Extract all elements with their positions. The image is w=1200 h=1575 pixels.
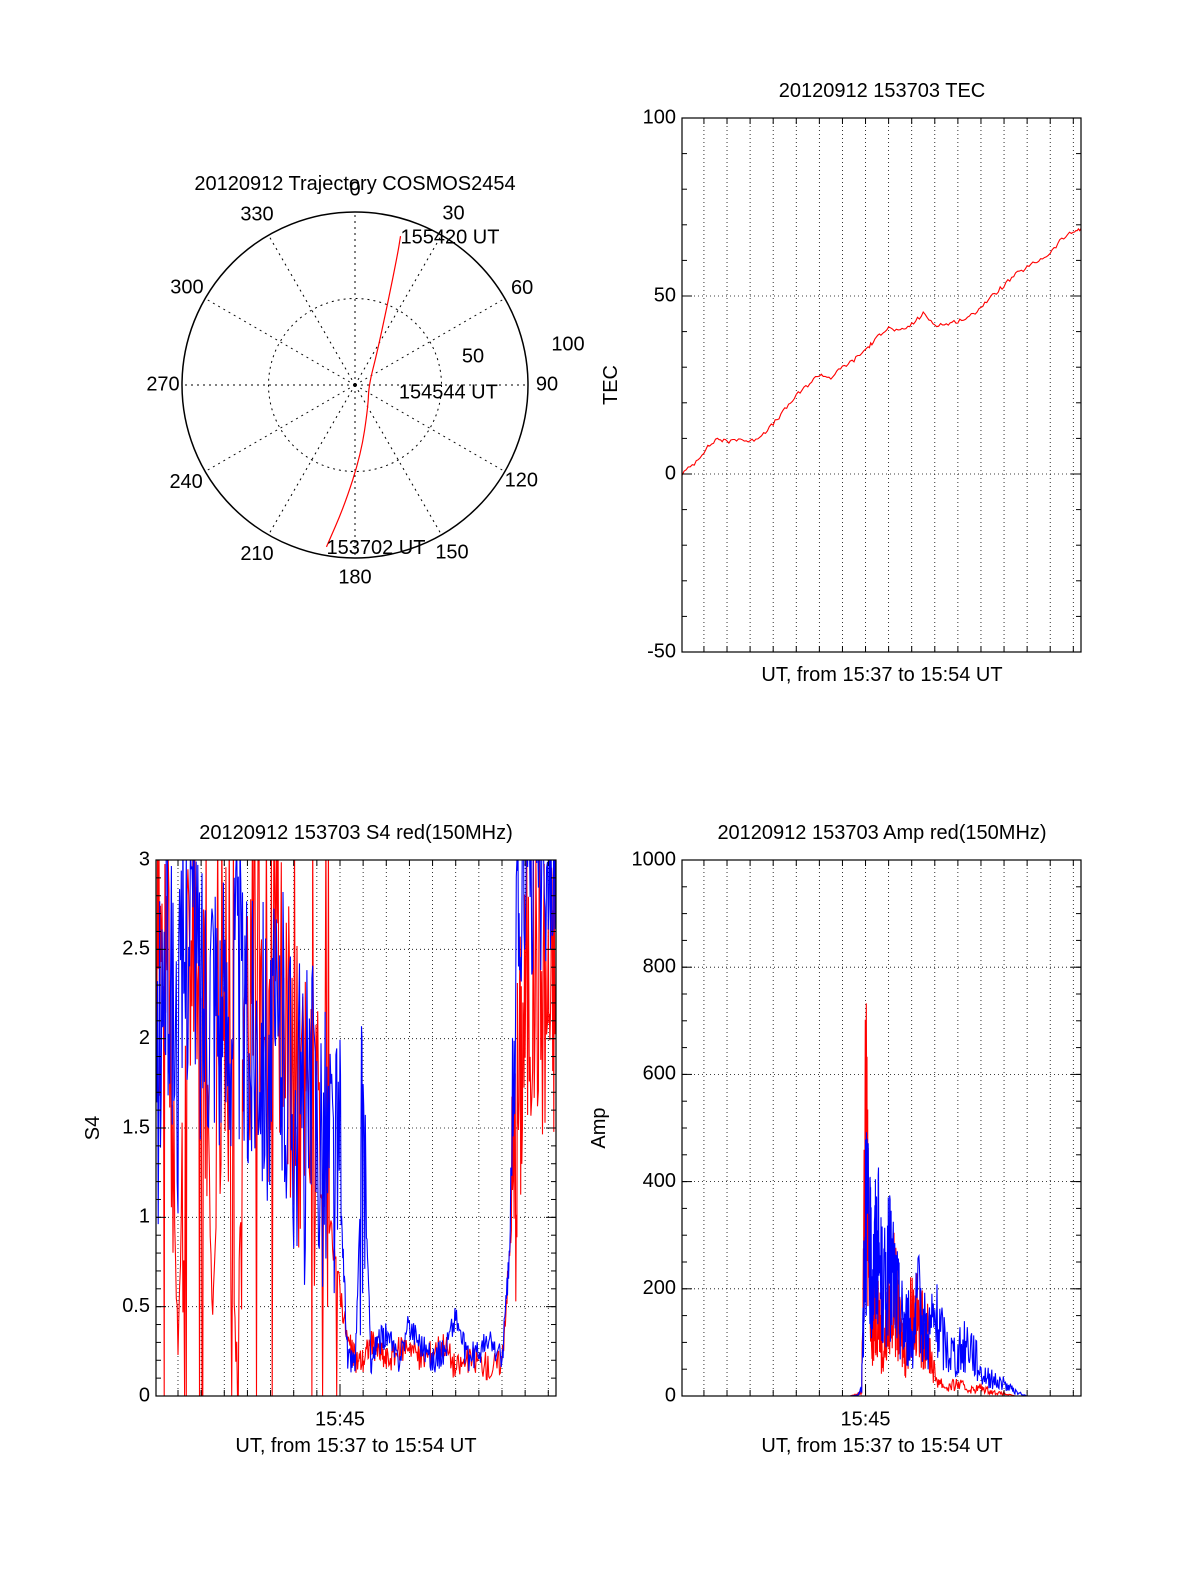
amp-x-axis-label: UT, from 15:37 to 15:54 UT <box>761 1435 1002 1457</box>
polar-angle-label: 240 <box>169 471 202 493</box>
s4-y-axis-label: S4 <box>82 1116 104 1140</box>
amp-chart: 20120912 153703 Amp red(150MHz) 0 200 400 6… <box>588 822 1082 1457</box>
s4-series <box>156 860 556 1396</box>
x-tick-label: 15:45 <box>315 1408 365 1430</box>
polar-angle-label: 270 <box>146 373 179 395</box>
polar-angle-label: 30 <box>442 203 464 225</box>
polar-time-annotation: 154544 UT <box>399 381 498 403</box>
polar-spoke <box>354 384 442 536</box>
polar-angle-label: 300 <box>170 276 203 298</box>
y-tick-label: 100 <box>643 106 676 128</box>
polar-angle-label: 210 <box>240 543 273 565</box>
y-tick-label: 600 <box>643 1063 676 1085</box>
polar-outer-circle <box>181 211 529 559</box>
polar-angle-label: 60 <box>511 277 533 299</box>
plot-frame <box>155 859 557 1397</box>
s4-title: 20120912 153703 S4 red(150MHz) <box>199 822 513 844</box>
tec-series <box>682 227 1081 476</box>
polar-angle-label: 90 <box>536 373 558 395</box>
s4-axes: 0 0.5 1 1.5 2 2.5 3 15:45 <box>122 848 557 1430</box>
y-tick-label: 50 <box>654 284 676 306</box>
polar-radius-label: 100 <box>551 333 584 355</box>
polar-spoke <box>354 298 506 386</box>
polar-spoke <box>268 234 356 386</box>
polar-time-annotation: 155420 UT <box>401 226 500 248</box>
amp-y-axis-label: Amp <box>588 1107 610 1148</box>
polar-trajectory-line <box>325 236 402 548</box>
y-tick-label: 2.5 <box>122 938 150 960</box>
series-line-red <box>682 227 1081 476</box>
series-line-blue <box>156 860 556 1375</box>
amp-axes: 0 200 400 600 800 1000 15:45 <box>632 848 1082 1430</box>
polar-grid <box>181 211 529 559</box>
y-tick-label: 200 <box>643 1277 676 1299</box>
tec-grid <box>682 118 1081 652</box>
s4-chart: 20120912 153703 S4 red(150MHz) 0 0.5 1 1.5 2… <box>82 822 557 1457</box>
y-tick-label: 0.5 <box>122 1295 150 1317</box>
x-tick-label: 15:45 <box>841 1408 891 1430</box>
series-line-red <box>156 860 556 1396</box>
amp-title: 20120912 153703 Amp red(150MHz) <box>717 822 1046 844</box>
polar-time-annotation: 153702 UT <box>326 537 425 559</box>
tec-x-axis-label: UT, from 15:37 to 15:54 UT <box>761 664 1002 686</box>
y-tick-label: 2 <box>139 1027 150 1049</box>
y-tick-label: 800 <box>643 955 676 977</box>
tec-axes: -50 0 50 100 <box>643 106 1082 662</box>
tec-title: 20120912 153703 TEC <box>779 80 985 102</box>
y-tick-label: 1000 <box>632 848 677 870</box>
y-tick-label: 0 <box>139 1384 150 1406</box>
polar-annotations: 155420 UT 154544 UT 153702 UT <box>326 226 499 559</box>
y-tick-label: 1 <box>139 1206 150 1228</box>
plot-frame <box>681 117 1082 653</box>
y-tick-label: 400 <box>643 1170 676 1192</box>
tec-chart: 20120912 153703 TEC -50 0 50 100 UT, from 1… <box>600 80 1082 686</box>
polar-radius-label: 50 <box>462 345 484 367</box>
polar-spoke <box>354 234 442 386</box>
y-tick-label: 0 <box>665 462 676 484</box>
polar-angle-label: 120 <box>505 469 538 491</box>
y-tick-label: 0 <box>665 1384 676 1406</box>
polar-angle-label: 330 <box>240 204 273 226</box>
y-tick-label: 1.5 <box>122 1116 150 1138</box>
polar-spoke <box>204 384 356 472</box>
polar-spoke <box>268 384 356 536</box>
polar-angle-label: 150 <box>435 541 468 563</box>
series-line-red <box>682 1003 1081 1396</box>
polar-angle-label: 0 <box>349 178 360 200</box>
polar-spoke <box>354 384 506 472</box>
polar-angle-label: 180 <box>338 566 371 588</box>
polar-spoke <box>204 298 356 386</box>
tec-y-axis-label: TEC <box>600 365 622 405</box>
trajectory-polar-chart: 20120912 Trajectory COSMOS2454 0 30 60 90 12… <box>146 173 584 588</box>
trajectory-title: 20120912 Trajectory COSMOS2454 <box>194 173 515 195</box>
polar-labels: 0 30 60 90 120 150 180 210 240 270 300 330 50 100 <box>146 178 584 588</box>
y-tick-label: -50 <box>647 640 676 662</box>
s4-x-axis-label: UT, from 15:37 to 15:54 UT <box>235 1435 476 1457</box>
y-tick-label: 3 <box>139 848 150 870</box>
polar-inner-circle <box>268 298 442 472</box>
plot-frame <box>681 859 1082 1397</box>
polar-trajectory-series <box>325 236 402 548</box>
